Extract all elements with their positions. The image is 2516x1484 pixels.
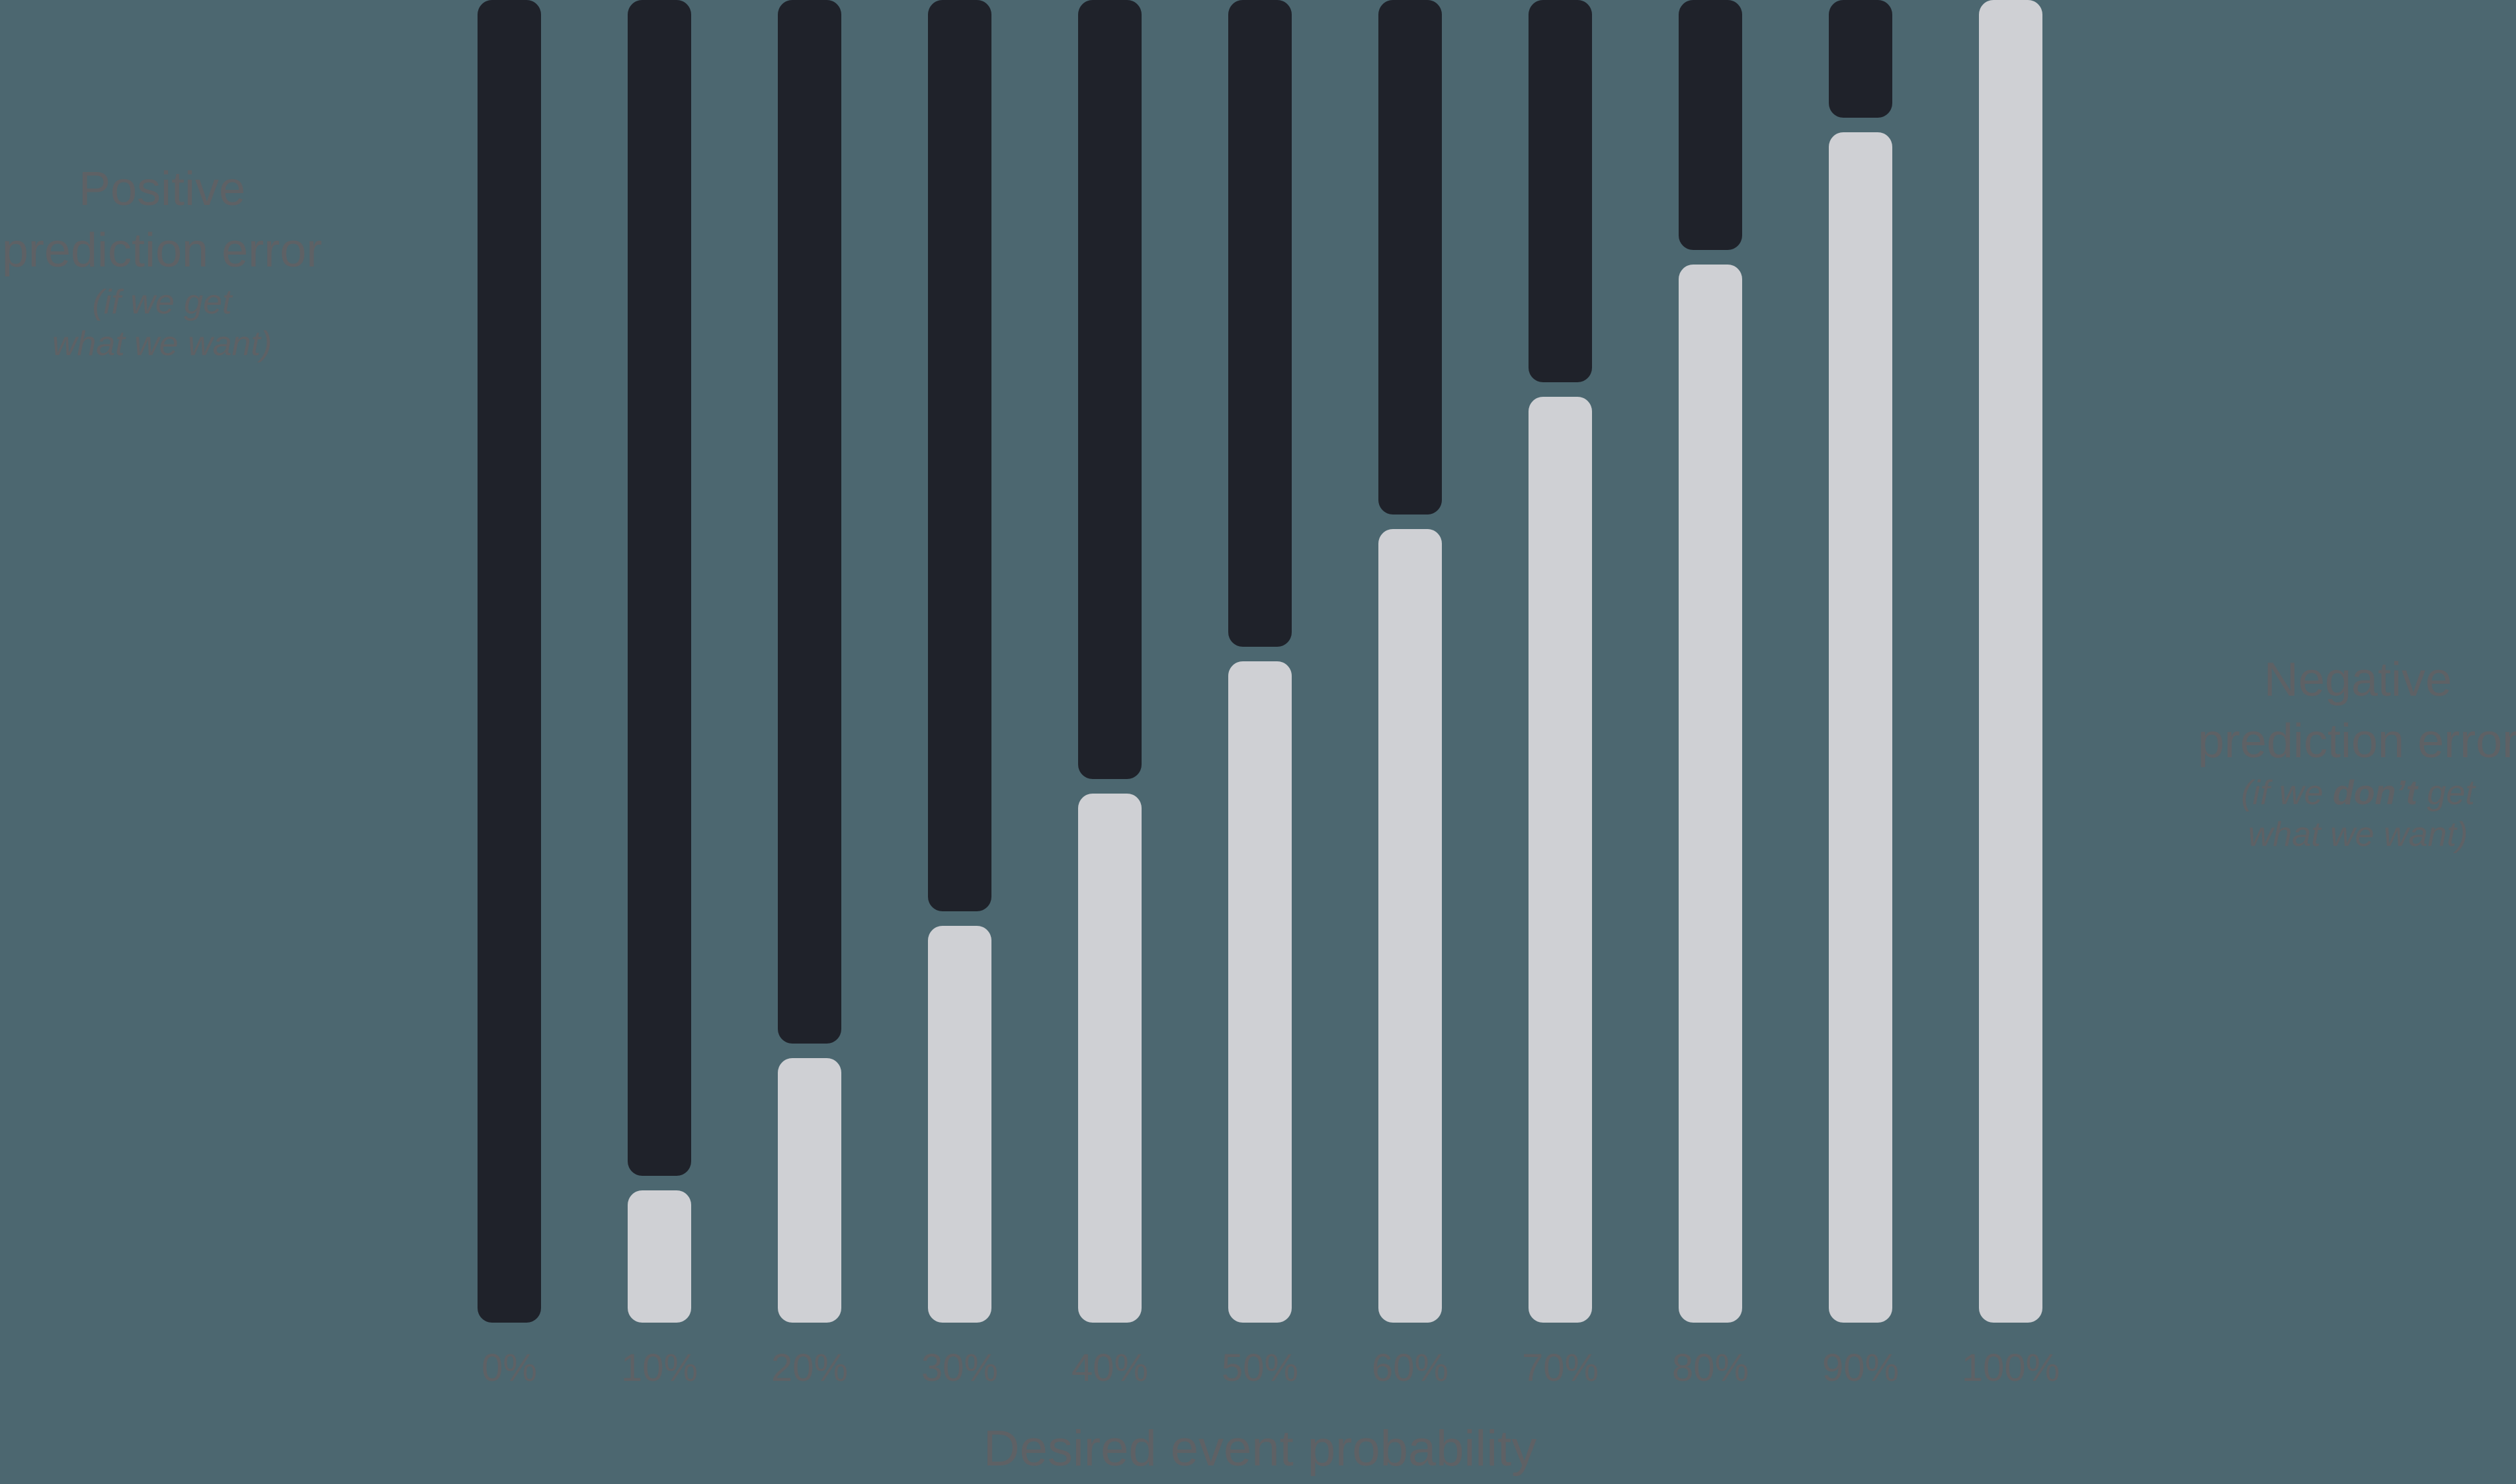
x-tick-label: 80%: [1671, 1346, 1749, 1389]
x-axis-title: Desired event probability: [983, 1421, 1537, 1477]
positive-prediction-error-bar: [628, 0, 691, 1176]
negative-annotation-subline2: what we want): [2247, 815, 2468, 854]
negative-annotation-subline1-pre: (if we: [2241, 774, 2333, 812]
x-tick-label: 90%: [1822, 1346, 1900, 1389]
positive-prediction-error-bar: [1679, 0, 1742, 250]
negative-prediction-error-bar: [1378, 529, 1442, 1323]
x-tick-label: 100%: [1961, 1346, 2060, 1389]
positive-prediction-error-bar: [1529, 0, 1592, 382]
negative-prediction-error-bar: [1529, 397, 1592, 1323]
negative-prediction-error-bar: [1078, 794, 1142, 1323]
positive-prediction-error-bar: [1228, 0, 1292, 647]
negative-annotation-line1: Negative: [2263, 653, 2453, 706]
positive-prediction-error-bar: [1829, 0, 1892, 118]
negative-error-annotation: Negative prediction error (if we don’t g…: [2163, 649, 2516, 856]
positive-prediction-error-bar: [1078, 0, 1142, 779]
positive-annotation-line1: Positive: [78, 163, 246, 216]
positive-prediction-error-bar: [1378, 0, 1442, 515]
positive-annotation-line2: prediction error: [1, 224, 323, 277]
x-tick-label: 30%: [921, 1346, 999, 1389]
negative-prediction-error-bar: [1979, 0, 2042, 1323]
x-tick-label: 40%: [1071, 1346, 1149, 1389]
negative-annotation-line2: prediction error: [2197, 715, 2516, 768]
x-tick-label: 10%: [620, 1346, 698, 1389]
positive-prediction-error-bar: [478, 0, 541, 1323]
x-axis-labels: 0% 10% 20% 30% 40% 50% 60% 70% 80% 90% 100%: [0, 1348, 2516, 1394]
negative-annotation-subline1-bold: don’t: [2332, 774, 2417, 812]
negative-prediction-error-bar: [1829, 132, 1892, 1323]
negative-prediction-error-bar: [1679, 265, 1742, 1323]
positive-annotation-subline2: what we want): [52, 325, 273, 363]
negative-annotation-subline1: (if we don’t get: [2163, 772, 2516, 814]
negative-annotation-subline1-post: get: [2417, 774, 2475, 812]
x-tick-label: 50%: [1221, 1346, 1299, 1389]
x-tick-label: 20%: [771, 1346, 849, 1389]
negative-prediction-error-bar: [778, 1058, 841, 1323]
x-tick-label: 70%: [1521, 1346, 1599, 1389]
negative-prediction-error-bar: [1228, 661, 1292, 1323]
x-tick-label: 60%: [1371, 1346, 1449, 1389]
bars-area: [478, 0, 2042, 1323]
positive-prediction-error-bar: [928, 0, 991, 911]
positive-annotation-subline1: (if we get: [92, 283, 232, 321]
positive-error-annotation: Positive prediction error (if we get wha…: [0, 159, 324, 365]
x-tick-label: 0%: [482, 1346, 537, 1389]
positive-prediction-error-bar: [778, 0, 841, 1044]
negative-prediction-error-bar: [628, 1190, 691, 1323]
negative-prediction-error-bar: [928, 926, 991, 1323]
